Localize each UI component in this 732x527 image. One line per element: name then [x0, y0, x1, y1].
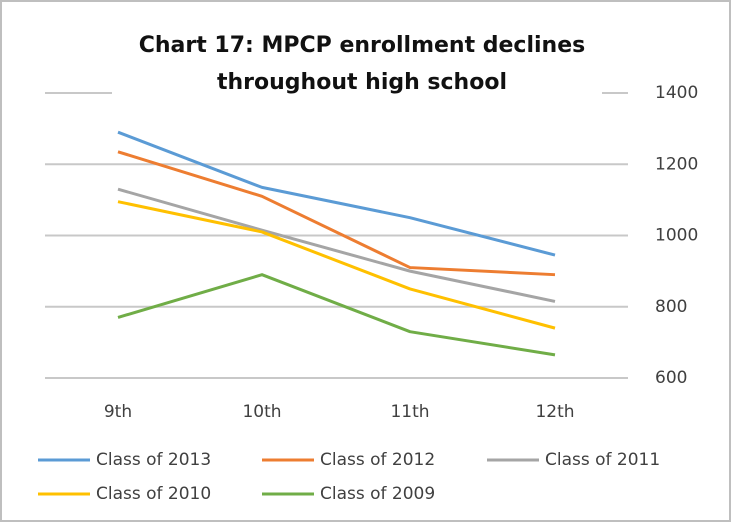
- x-tick-label: 12th: [535, 402, 574, 422]
- series-line: [117, 273, 556, 357]
- y-tick-label: 800: [655, 297, 687, 317]
- chart-title: Chart 17: MPCP enrollment declines: [139, 33, 585, 58]
- chart-title: throughout high school: [217, 70, 507, 95]
- x-tick-label: 11th: [390, 402, 429, 422]
- y-tick-label: 600: [655, 368, 687, 388]
- series-line: [117, 150, 556, 277]
- y-tick-label: 1000: [655, 226, 698, 246]
- series-line: [117, 200, 556, 330]
- title-background: [112, 28, 602, 108]
- legend-label: Class of 2013: [96, 450, 211, 470]
- legend-label: Class of 2012: [320, 450, 435, 470]
- series-line: [117, 130, 556, 257]
- legend-label: Class of 2011: [545, 450, 660, 470]
- series-line: [117, 187, 556, 303]
- legend-label: Class of 2009: [320, 484, 435, 504]
- y-tick-label: 1400: [655, 83, 698, 103]
- legend-label: Class of 2010: [96, 484, 211, 504]
- x-tick-label: 10th: [242, 402, 281, 422]
- y-tick-label: 1200: [655, 154, 698, 174]
- x-tick-label: 9th: [104, 402, 132, 422]
